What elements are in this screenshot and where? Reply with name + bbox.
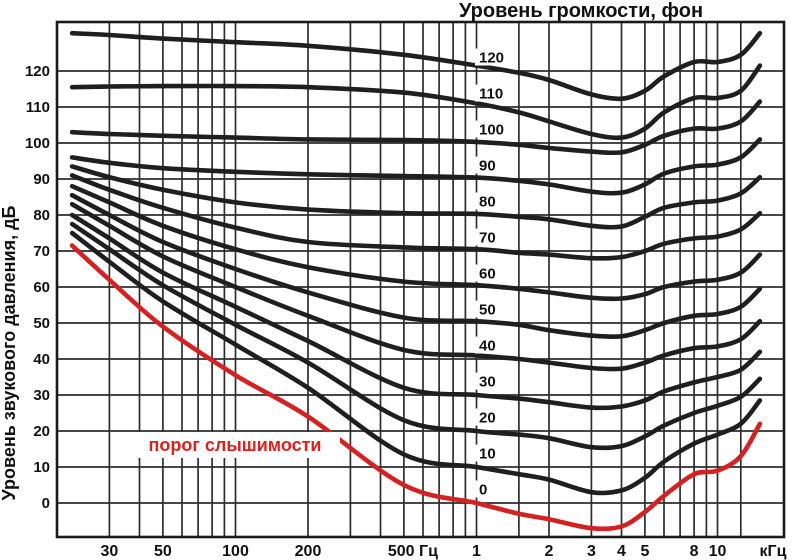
curve-label-110-phon: 110 <box>479 86 503 103</box>
x-tick-50: 50 <box>154 543 172 560</box>
y-tick-30: 30 <box>33 387 50 404</box>
y-tick-80: 80 <box>33 207 50 224</box>
curve-30-phon <box>69 212 763 411</box>
curve-label-20-phon: 20 <box>479 410 496 427</box>
curve-label-60-phon: 60 <box>479 266 496 283</box>
curve-label-120-phon: 120 <box>479 50 504 67</box>
x-tick-4: 4 <box>617 543 626 560</box>
x-tick-1: 1 <box>472 543 481 560</box>
curve-label-box <box>475 408 501 426</box>
y-tick-60: 60 <box>33 279 50 296</box>
y-tick-100: 100 <box>25 135 50 152</box>
curve-60-phon <box>69 183 763 302</box>
curve-label-90-phon: 90 <box>479 158 496 175</box>
threshold-of-hearing-label: порог слышимости <box>130 432 340 458</box>
x-tick-2: 2 <box>545 543 554 560</box>
y-tick-90: 90 <box>33 171 50 188</box>
x-tick-10: 10 <box>709 543 727 560</box>
x-tick-кГц: кГц <box>760 543 787 560</box>
plot-border <box>55 20 786 539</box>
curve-label-80-phon: 80 <box>479 194 496 211</box>
curve-80-phon <box>69 164 763 230</box>
y-tick-40: 40 <box>33 351 50 368</box>
curve-label-box <box>475 156 501 174</box>
curve-90-phon <box>69 137 763 196</box>
curve-label-box <box>475 228 501 246</box>
x-tick-200: 200 <box>295 543 322 560</box>
y-tick-0: 0 <box>42 495 50 512</box>
x-tick-30: 30 <box>101 543 119 560</box>
y-tick-110: 110 <box>26 99 50 116</box>
curve-label-box <box>475 264 501 282</box>
y-tick-20: 20 <box>33 423 50 440</box>
curve-label-box <box>475 48 510 66</box>
curve-0-phon <box>69 243 763 532</box>
curve-label-box <box>475 300 501 318</box>
y-tick-10: 10 <box>33 459 50 476</box>
curve-20-phon <box>69 221 763 451</box>
curve-label-box <box>475 372 501 390</box>
chart-title: Уровень громкости, фон <box>458 0 704 22</box>
curve-label-box <box>475 444 501 462</box>
curve-label-box <box>475 336 501 354</box>
x-tick-3: 3 <box>587 543 596 560</box>
y-tick-50: 50 <box>33 315 50 332</box>
curve-label-0-phon: 0 <box>479 482 487 499</box>
curve-label-70-phon: 70 <box>479 230 496 247</box>
curve-10-phon <box>69 230 763 496</box>
curve-label-box <box>475 480 492 498</box>
x-tick-5: 5 <box>640 543 649 560</box>
curve-120-phon <box>69 30 763 102</box>
curve-label-100-phon: 100 <box>479 122 504 139</box>
curve-label-40-phon: 40 <box>479 338 496 355</box>
curve-label-box <box>475 84 510 102</box>
curve-70-phon <box>69 173 763 261</box>
curve-100-phon <box>69 99 763 156</box>
curve-label-50-phon: 50 <box>479 302 496 319</box>
x-tick-500 Гц: 500 Гц <box>388 543 438 560</box>
curve-label-box <box>475 192 501 210</box>
curve-50-phon <box>69 192 763 340</box>
curve-label-10-phon: 10 <box>479 446 496 463</box>
y-tick-120: 120 <box>25 63 50 80</box>
curve-label-30-phon: 30 <box>479 374 496 391</box>
x-tick-8: 8 <box>690 543 699 560</box>
curve-label-box <box>475 120 510 138</box>
curve-110-phon <box>69 63 763 141</box>
x-tick-100: 100 <box>222 543 249 560</box>
y-tick-70: 70 <box>33 243 50 260</box>
curve-40-phon <box>69 201 763 372</box>
